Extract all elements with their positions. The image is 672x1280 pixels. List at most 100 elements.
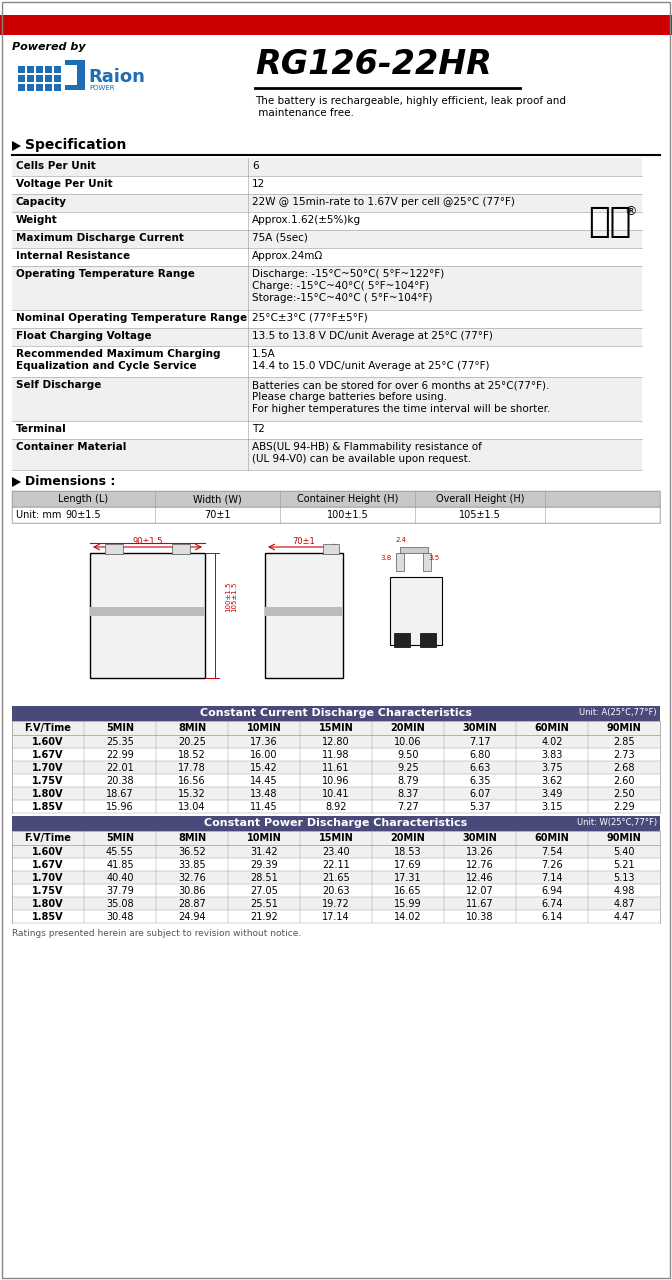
Bar bbox=[27, 84, 34, 91]
Text: Overall Height (H): Overall Height (H) bbox=[435, 494, 524, 504]
Text: 105±1.5: 105±1.5 bbox=[459, 509, 501, 520]
Bar bbox=[12, 735, 660, 748]
Text: 30MIN: 30MIN bbox=[462, 833, 497, 844]
Text: 1.70V: 1.70V bbox=[32, 873, 64, 883]
Bar bbox=[12, 774, 660, 787]
Text: 1.75V: 1.75V bbox=[32, 886, 64, 896]
Text: RG126-22HR: RG126-22HR bbox=[255, 47, 492, 81]
Bar bbox=[12, 328, 642, 346]
Text: Constant Current Discharge Characteristics: Constant Current Discharge Characteristi… bbox=[200, 708, 472, 718]
Text: 4.02: 4.02 bbox=[541, 737, 562, 748]
Bar bbox=[265, 553, 343, 678]
Text: Approx.1.62(±5%)kg: Approx.1.62(±5%)kg bbox=[252, 215, 361, 225]
Bar bbox=[54, 84, 61, 91]
Text: 5.21: 5.21 bbox=[613, 860, 635, 870]
Bar bbox=[54, 76, 61, 82]
Text: 1.5A: 1.5A bbox=[252, 349, 276, 358]
Bar bbox=[265, 607, 343, 616]
Text: 5MIN: 5MIN bbox=[106, 723, 134, 733]
Bar bbox=[0, 15, 672, 35]
Text: Width (W): Width (W) bbox=[193, 494, 242, 504]
Text: 22W @ 15min-rate to 1.67V per cell @25°C (77°F): 22W @ 15min-rate to 1.67V per cell @25°C… bbox=[252, 197, 515, 207]
Polygon shape bbox=[12, 141, 21, 151]
Text: 30MIN: 30MIN bbox=[462, 723, 497, 733]
Bar bbox=[12, 421, 642, 439]
Text: 28.87: 28.87 bbox=[178, 899, 206, 909]
Bar bbox=[12, 378, 642, 421]
Text: 40.40: 40.40 bbox=[106, 873, 134, 883]
Text: 10MIN: 10MIN bbox=[247, 833, 282, 844]
Text: 3.5: 3.5 bbox=[428, 556, 439, 561]
Text: 21.92: 21.92 bbox=[250, 911, 278, 922]
Text: 16.56: 16.56 bbox=[178, 776, 206, 786]
Bar bbox=[65, 60, 85, 90]
Text: 100±1.5: 100±1.5 bbox=[327, 509, 368, 520]
Text: Maximum Discharge Current: Maximum Discharge Current bbox=[16, 233, 184, 243]
Text: 105±1.5: 105±1.5 bbox=[231, 581, 237, 612]
Text: Self Discharge: Self Discharge bbox=[16, 380, 101, 390]
Bar bbox=[12, 439, 642, 470]
Bar bbox=[18, 76, 25, 82]
Text: 8.79: 8.79 bbox=[397, 776, 419, 786]
Text: 60MIN: 60MIN bbox=[535, 833, 569, 844]
Text: 9.50: 9.50 bbox=[397, 750, 419, 760]
Text: 36.52: 36.52 bbox=[178, 847, 206, 858]
Polygon shape bbox=[12, 477, 21, 486]
Text: Approx.24mΩ: Approx.24mΩ bbox=[252, 251, 323, 261]
Bar bbox=[12, 707, 660, 721]
Text: 25.51: 25.51 bbox=[250, 899, 278, 909]
Text: 13.48: 13.48 bbox=[250, 788, 278, 799]
Text: 12.80: 12.80 bbox=[322, 737, 350, 748]
Text: 19.72: 19.72 bbox=[322, 899, 350, 909]
Text: Length (L): Length (L) bbox=[58, 494, 109, 504]
Bar bbox=[36, 84, 43, 91]
Text: 30.86: 30.86 bbox=[178, 886, 206, 896]
Text: 11.45: 11.45 bbox=[250, 803, 278, 812]
Text: 90MIN: 90MIN bbox=[607, 723, 641, 733]
Text: 10.41: 10.41 bbox=[323, 788, 349, 799]
Text: 20.63: 20.63 bbox=[322, 886, 350, 896]
Bar bbox=[12, 897, 660, 910]
Bar bbox=[90, 607, 205, 616]
Text: 3.83: 3.83 bbox=[542, 750, 562, 760]
Text: Please charge batteries before using.: Please charge batteries before using. bbox=[252, 392, 447, 402]
Bar bbox=[18, 84, 25, 91]
Text: 32.76: 32.76 bbox=[178, 873, 206, 883]
Bar bbox=[12, 157, 642, 175]
Bar bbox=[12, 831, 660, 845]
Text: Raion: Raion bbox=[88, 68, 145, 86]
Text: 3.75: 3.75 bbox=[541, 763, 563, 773]
Text: 5.40: 5.40 bbox=[614, 847, 635, 858]
Text: Unit: W(25°C,77°F): Unit: W(25°C,77°F) bbox=[577, 818, 657, 827]
Text: 60MIN: 60MIN bbox=[535, 723, 569, 733]
Bar bbox=[12, 817, 660, 831]
Text: Powered by: Powered by bbox=[12, 42, 85, 52]
Text: 18.52: 18.52 bbox=[178, 750, 206, 760]
Text: 2.68: 2.68 bbox=[614, 763, 635, 773]
Text: 12.07: 12.07 bbox=[466, 886, 494, 896]
Bar bbox=[12, 800, 660, 813]
Text: 6: 6 bbox=[252, 161, 259, 172]
Text: 22.01: 22.01 bbox=[106, 763, 134, 773]
Bar bbox=[90, 553, 205, 678]
Text: 8MIN: 8MIN bbox=[178, 723, 206, 733]
Text: Float Charging Voltage: Float Charging Voltage bbox=[16, 332, 152, 340]
Text: T2: T2 bbox=[252, 424, 265, 434]
Text: 15.99: 15.99 bbox=[394, 899, 422, 909]
Text: 3.49: 3.49 bbox=[542, 788, 562, 799]
Text: ⓄⓁ: ⓄⓁ bbox=[588, 205, 631, 239]
Text: 14.02: 14.02 bbox=[394, 911, 422, 922]
Text: 5.13: 5.13 bbox=[614, 873, 635, 883]
Text: 2.50: 2.50 bbox=[613, 788, 635, 799]
Text: Internal Resistance: Internal Resistance bbox=[16, 251, 130, 261]
Text: 6.07: 6.07 bbox=[469, 788, 491, 799]
Bar bbox=[12, 884, 660, 897]
Text: 12: 12 bbox=[252, 179, 265, 189]
Text: Nominal Operating Temperature Range: Nominal Operating Temperature Range bbox=[16, 314, 247, 323]
Text: 6.74: 6.74 bbox=[541, 899, 562, 909]
Bar bbox=[12, 721, 660, 735]
Text: 7.27: 7.27 bbox=[397, 803, 419, 812]
Text: 2.85: 2.85 bbox=[613, 737, 635, 748]
Bar bbox=[27, 67, 34, 73]
Text: 30.48: 30.48 bbox=[106, 911, 134, 922]
